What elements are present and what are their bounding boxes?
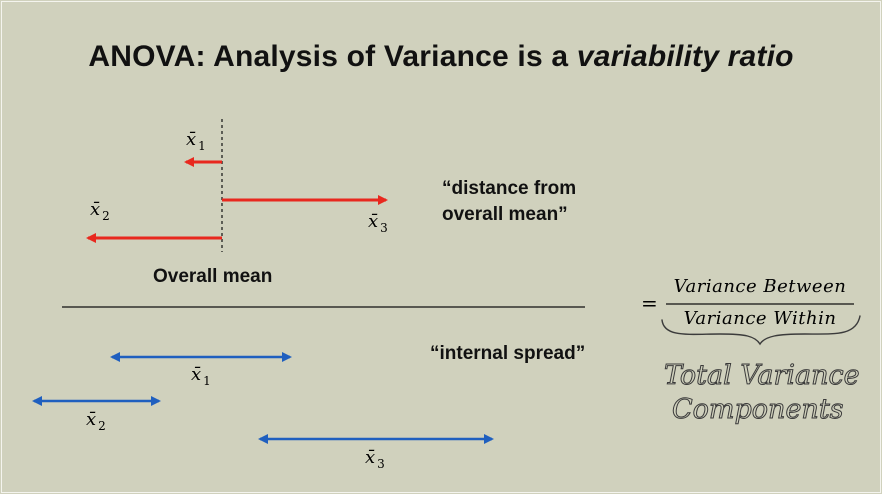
ratio-denominator: Variance Within: [684, 308, 837, 329]
handwritten-note-line1: Total Variance: [664, 360, 860, 391]
handwritten-brace: [661, 315, 861, 346]
mean-label-x3: x̄ 3: [368, 211, 388, 235]
mean-label-x1: x̄ 1: [186, 129, 206, 153]
title-text: ANOVA: Analysis of Variance is a: [88, 40, 577, 73]
spread-label-x1: x̄ 1: [191, 364, 211, 388]
spread-label-x3: x̄ 3: [365, 447, 385, 471]
between-caption-line1: “distance from: [442, 178, 577, 199]
between-caption-line2: overall mean”: [442, 204, 568, 225]
within-caption: “internal spread”: [430, 343, 586, 364]
equals-sign: =: [641, 291, 658, 315]
ratio-numerator: Variance Between: [674, 276, 847, 297]
mean-label-x2: x̄ 2: [90, 199, 110, 223]
slide-title: ANOVA: Analysis of Variance is a variabi…: [0, 40, 882, 74]
handwritten-note-line2: Components: [672, 394, 844, 425]
overall-mean-label: Overall mean: [153, 266, 273, 287]
title-emphasis: variability ratio: [576, 40, 794, 73]
spread-label-x2: x̄ 2: [86, 409, 106, 433]
